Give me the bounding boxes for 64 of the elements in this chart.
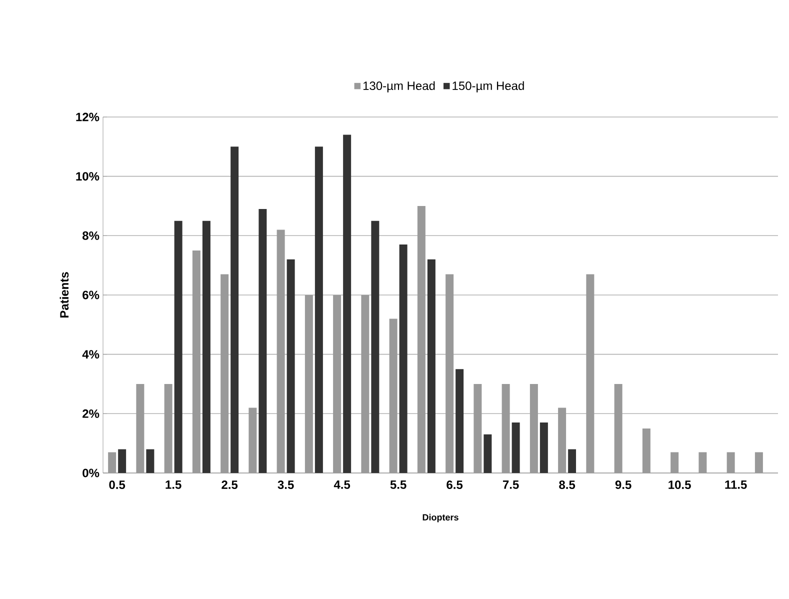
bar <box>586 274 594 473</box>
bar <box>540 422 548 473</box>
x-axis-title: Diopters <box>422 514 458 522</box>
x-tick-label: 4.5 <box>334 480 350 489</box>
bar <box>614 384 622 473</box>
bar <box>230 146 239 473</box>
bar <box>568 449 576 473</box>
bar <box>108 452 116 473</box>
y-axis-title: Patients <box>60 272 69 318</box>
y-tick-label: 6% <box>82 290 100 300</box>
bar <box>512 422 520 473</box>
bar <box>371 220 380 473</box>
bar <box>698 452 707 473</box>
y-tick-label: 4% <box>82 350 100 359</box>
bar <box>248 408 257 473</box>
bar <box>174 220 182 473</box>
x-tick-label: 0.5 <box>109 480 126 490</box>
bar <box>726 452 735 473</box>
bar <box>304 294 313 473</box>
bar <box>670 452 679 473</box>
bar <box>446 274 454 473</box>
bar <box>399 244 408 473</box>
legend-label: 130-µm Head <box>363 81 435 92</box>
bar <box>220 274 229 473</box>
x-tick-label: 9.5 <box>615 480 632 490</box>
x-tick-label: 5.5 <box>390 480 406 489</box>
bar <box>474 384 482 473</box>
bar <box>314 146 323 473</box>
bar <box>642 428 650 473</box>
bar <box>343 134 352 473</box>
bar <box>192 250 200 473</box>
bar <box>286 259 295 473</box>
y-tick-label: 10% <box>76 172 100 181</box>
bar <box>456 369 464 473</box>
bar <box>502 384 510 473</box>
bar <box>333 294 342 473</box>
x-tick-label: 11.5 <box>725 480 747 489</box>
x-tick-label: 8.5 <box>559 480 576 490</box>
bar <box>118 449 126 473</box>
bar <box>136 384 144 473</box>
bar <box>164 384 172 473</box>
x-tick-label: 2.5 <box>222 480 238 490</box>
y-tick-label: 0% <box>82 468 100 478</box>
bar <box>276 230 285 473</box>
bar <box>389 318 398 473</box>
x-tick-label: 6.5 <box>446 480 463 490</box>
bar <box>202 220 210 473</box>
x-tick-label: 1.5 <box>166 480 182 489</box>
bar <box>427 259 436 473</box>
x-tick-label: 3.5 <box>278 480 294 490</box>
bar <box>558 408 566 473</box>
bar <box>417 206 426 473</box>
bar <box>484 434 492 473</box>
bar <box>530 384 538 473</box>
bar <box>754 452 763 473</box>
x-tick-label: 10.5 <box>668 480 691 490</box>
y-tick-label: 12% <box>76 112 100 122</box>
y-tick-label: 8% <box>82 231 100 240</box>
x-tick-label: 7.5 <box>502 480 519 489</box>
y-tick-label: 2% <box>82 409 100 418</box>
bar <box>361 294 370 473</box>
bar <box>146 449 154 473</box>
bar <box>258 208 267 473</box>
legend-label: 150-µm Head <box>452 81 524 92</box>
